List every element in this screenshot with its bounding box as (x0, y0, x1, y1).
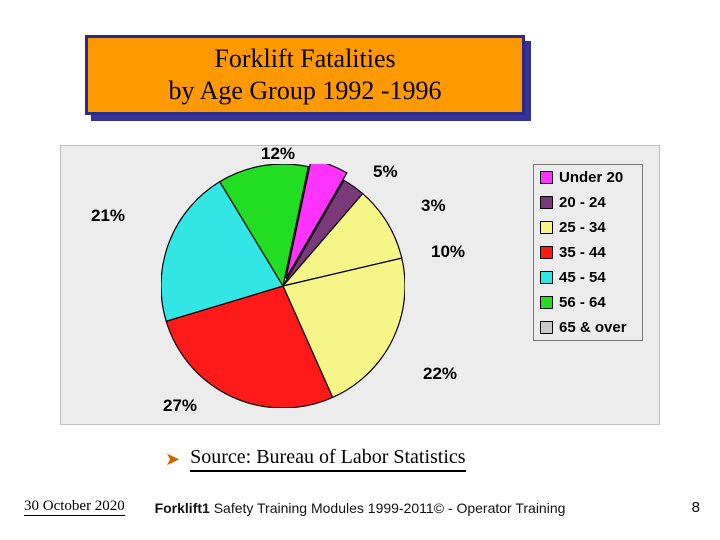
legend-swatch (540, 296, 553, 309)
legend-swatch (540, 196, 553, 209)
footer-center-text: Safety Training Modules 1999-2011© - Ope… (210, 500, 566, 516)
legend-label: 35 - 44 (559, 244, 606, 261)
footer-brand: Forklift1 (155, 500, 210, 516)
title-text: Forklift Fatalities by Age Group 1992 -1… (169, 43, 442, 108)
legend-swatch (540, 271, 553, 284)
chart-frame: 5% 3% 10% 22% 27% 21% 12% Under 20 20 - 24 25 - … (60, 145, 660, 425)
legend-swatch (540, 221, 553, 234)
legend-label: 45 - 54 (559, 269, 606, 286)
legend-item-45_54: 45 - 54 (540, 269, 636, 286)
legend-item-55_64: 56 - 64 (540, 294, 636, 311)
legend-label: 65 & over (559, 319, 627, 336)
legend-label: 25 - 34 (559, 219, 606, 236)
legend-label: Under 20 (559, 169, 623, 186)
legend-item-20_24: 20 - 24 (540, 194, 636, 211)
legend-item-35_44: 35 - 44 (540, 244, 636, 261)
legend-swatch (540, 246, 553, 259)
legend-item-25_34: 25 - 34 (540, 219, 636, 236)
legend-label: 56 - 64 (559, 294, 606, 311)
title-wrap: Forklift Fatalities by Age Group 1992 -1… (85, 35, 525, 115)
title-line1: Forklift Fatalities (214, 44, 395, 73)
bullet-arrow-icon: ➤ (165, 449, 180, 470)
slide: Forklift Fatalities by Age Group 1992 -1… (0, 0, 720, 540)
legend-item-under20: Under 20 (540, 169, 636, 186)
source-row: ➤ Source: Bureau of Labor Statistics (165, 446, 565, 472)
chart-inner: 5% 3% 10% 22% 27% 21% 12% Under 20 20 - 24 25 - … (61, 146, 659, 424)
footer-page: 8 (692, 499, 700, 516)
pie-pct-label: 10% (431, 242, 465, 262)
pie-chart (161, 164, 405, 408)
pie-pct-label: 3% (421, 196, 446, 216)
pie-pct-label: 12% (261, 144, 295, 164)
title-line2: by Age Group 1992 -1996 (169, 76, 442, 105)
pie-pct-label: 27% (163, 396, 197, 416)
legend-label: 20 - 24 (559, 194, 606, 211)
legend-swatch (540, 321, 553, 334)
pie-pct-label: 22% (423, 364, 457, 384)
legend-item-65over: 65 & over (540, 319, 636, 336)
footer-center: Forklift1 Safety Training Modules 1999-2… (0, 500, 720, 516)
pie-pct-label: 5% (373, 162, 398, 182)
title-box: Forklift Fatalities by Age Group 1992 -1… (85, 35, 525, 115)
pie-pct-label: 21% (91, 206, 125, 226)
source-text: Source: Bureau of Labor Statistics (190, 446, 466, 472)
legend: Under 20 20 - 24 25 - 34 35 - 44 45 - 54 56 -… (533, 164, 643, 341)
legend-swatch (540, 171, 553, 184)
